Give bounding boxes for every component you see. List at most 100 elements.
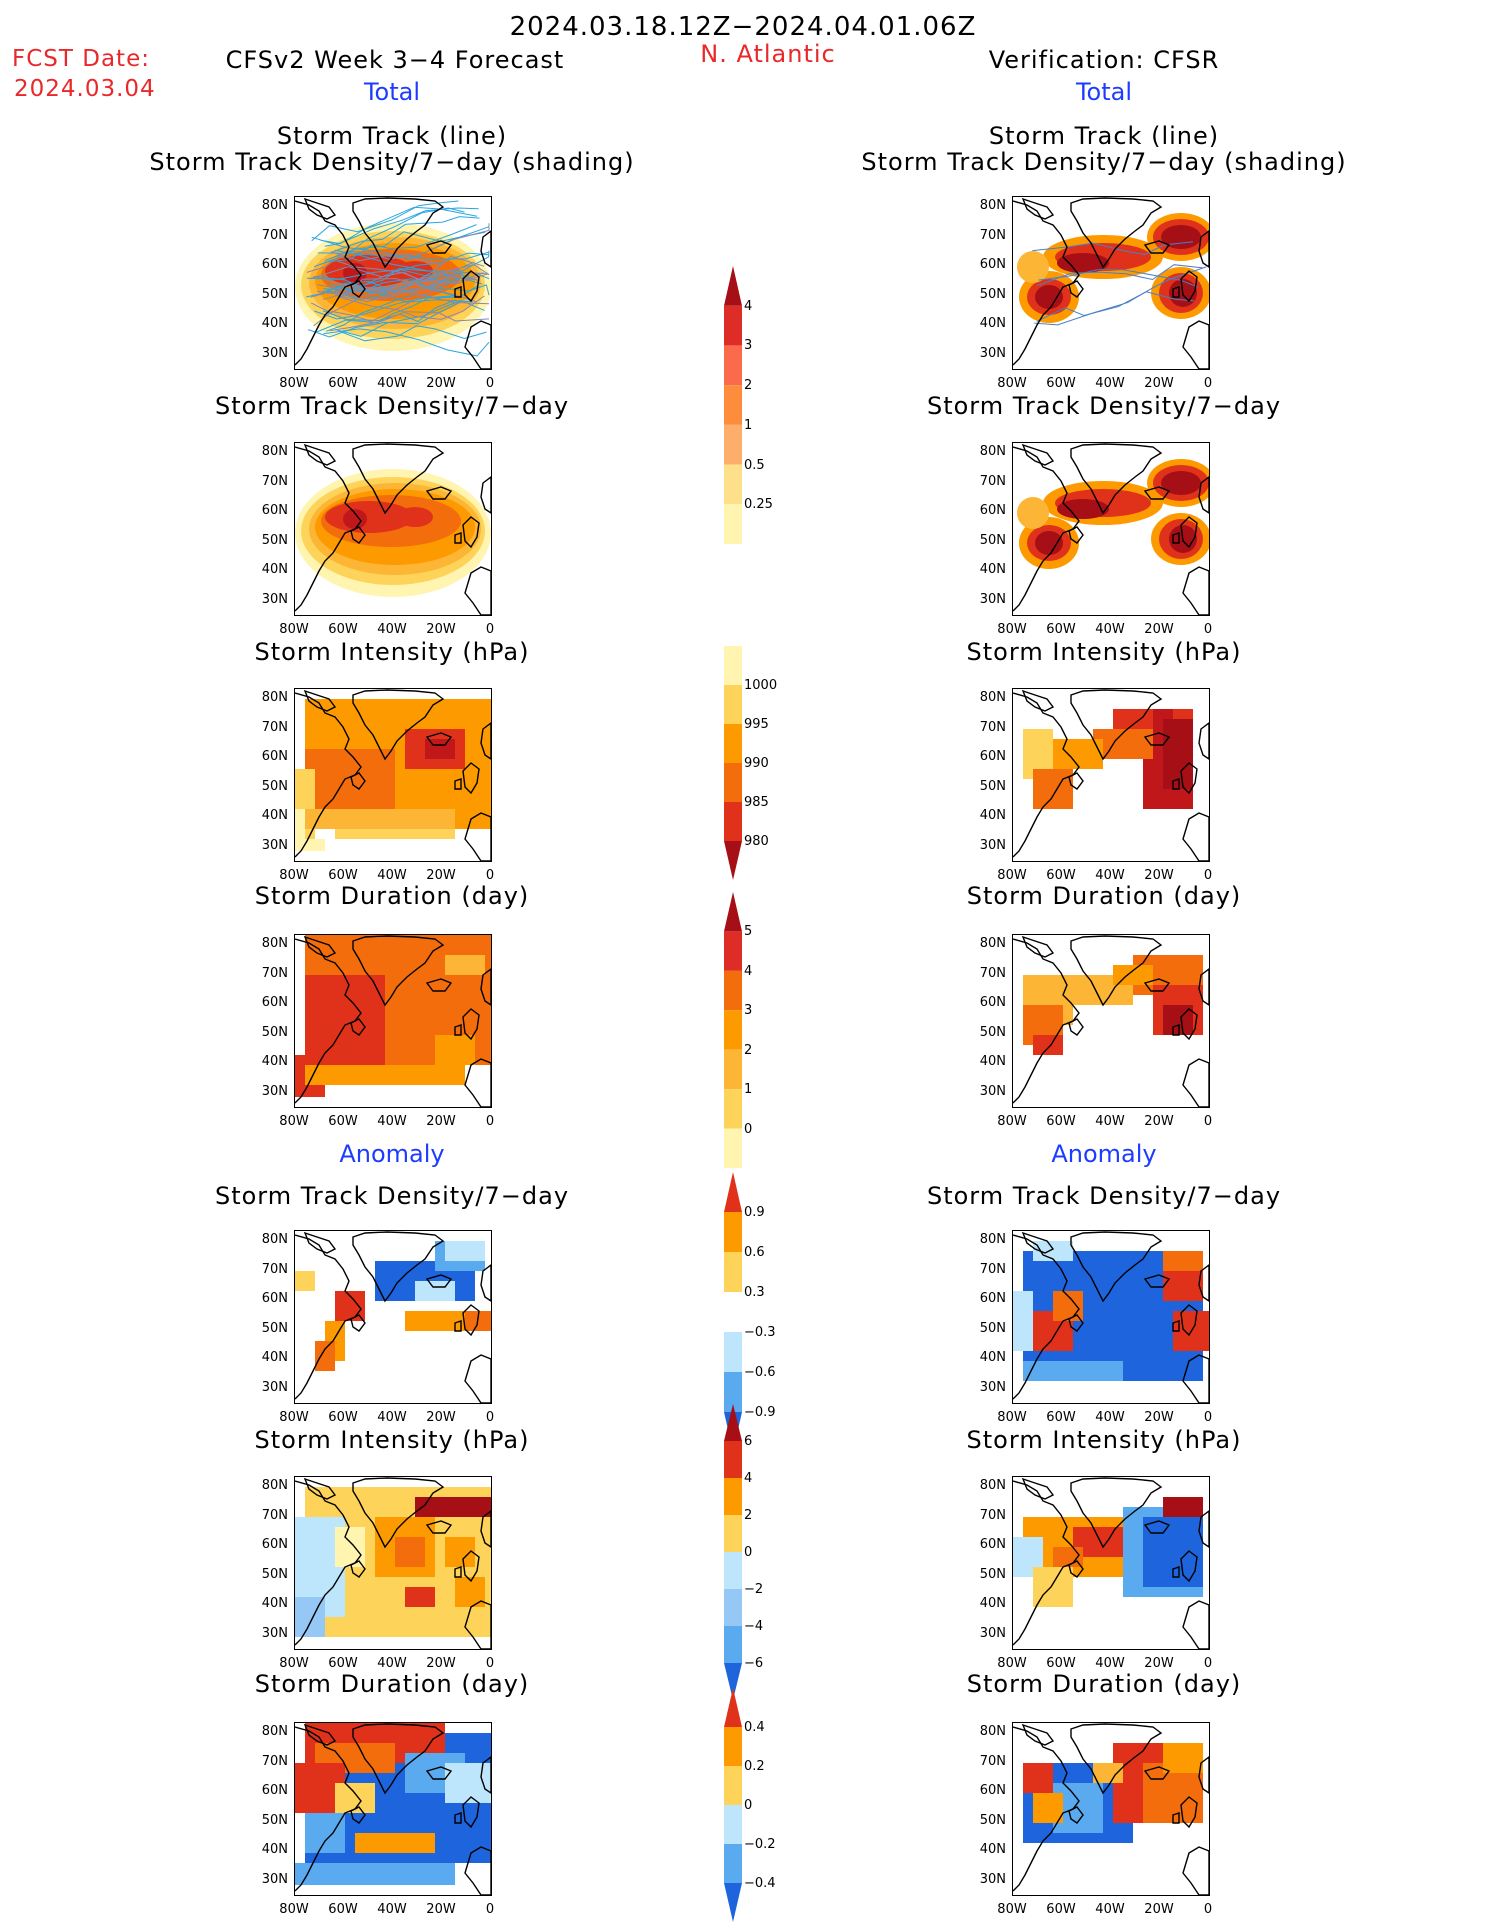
lat-tick-label: 50N [261, 778, 288, 794]
colorbar-label: 3 [744, 338, 753, 354]
lat-tick-label: 70N [979, 965, 1006, 981]
colorbar-segment [724, 1332, 742, 1372]
colorbar-label: −0.4 [744, 1876, 776, 1891]
map-panel [294, 1722, 492, 1896]
storm-track-line [313, 275, 456, 297]
lon-tick-label: 40W [377, 1902, 407, 1917]
colorbar-segment [724, 931, 742, 971]
lon-tick-label: 60W [1046, 1410, 1076, 1425]
storm-track-line [308, 300, 463, 338]
shade-block [455, 1577, 485, 1607]
lat-tick-label: 40N [979, 1350, 1006, 1365]
lon-tick-label: 20W [426, 1902, 456, 1917]
title-duration-right: Storm Duration (day) [966, 882, 1242, 910]
lon-tick-label: 20W [1144, 376, 1174, 391]
coastline [1172, 1796, 1198, 1829]
colorbar-label: 4 [744, 1471, 753, 1486]
shade-blob [343, 509, 367, 529]
colorbar-label: 5 [744, 924, 753, 940]
storm-track-line [313, 276, 476, 303]
map-canvas [1013, 1477, 1209, 1649]
shade-block [445, 1763, 491, 1803]
storm-track-line [311, 231, 486, 261]
coastline [425, 240, 453, 254]
title-intensity-left: Storm Intensity (hPa) [254, 638, 530, 666]
lat-tick-label: 70N [979, 1753, 1006, 1769]
shade-block [1163, 1743, 1203, 1773]
lat-tick-label: 50N [261, 1566, 288, 1582]
shade-block [395, 1537, 425, 1567]
colorbar-label: 0.2 [744, 1759, 765, 1774]
shade-block [1033, 1793, 1063, 1823]
colorbar-density_anom [724, 1172, 742, 1452]
shade-block [295, 1271, 315, 1291]
shade-blob [1035, 285, 1063, 309]
storm-track-line [1037, 264, 1203, 287]
lat-tick-label: 30N [261, 1379, 288, 1395]
lat-tick-label: 80N [979, 1724, 1006, 1739]
title-duration-anom-left: Storm Duration (day) [254, 1670, 530, 1698]
storm-track-line [337, 252, 490, 299]
coastline [1021, 1723, 1055, 1746]
coastline [350, 772, 366, 790]
lat-tick-label: 70N [979, 473, 1006, 489]
coastline [1182, 1846, 1209, 1895]
coastline [1021, 1231, 1055, 1254]
lon-tick-label: 60W [328, 868, 358, 883]
map-panel [1012, 442, 1210, 616]
colorbar-label: −0.3 [744, 1325, 776, 1340]
storm-track-line [316, 255, 485, 295]
coastline [1013, 1726, 1080, 1892]
lon-tick-label: 20W [426, 376, 456, 391]
date-range: 2024.03.18.12Z−2024.04.01.06Z [509, 12, 977, 42]
shade-block [305, 1813, 345, 1853]
coastline [464, 566, 491, 615]
lat-tick-label: 40N [979, 1054, 1006, 1069]
shade-block [445, 955, 485, 975]
lon-tick-label: 0 [485, 868, 495, 883]
lat-tick-label: 50N [979, 778, 1006, 794]
storm-track-line [316, 295, 457, 333]
map-panel [294, 196, 492, 370]
colorbar-label: 1000 [744, 678, 778, 693]
colorbar-intensity_anom [724, 1404, 742, 1700]
lon-tick-label: 40W [1095, 1902, 1125, 1917]
lat-tick-label: 60N [261, 1291, 288, 1306]
lat-tick-label: 80N [261, 1232, 288, 1247]
lat-tick-label: 30N [979, 591, 1006, 607]
coastline [454, 516, 480, 549]
lat-tick-label: 30N [261, 1625, 288, 1641]
lat-tick-label: 50N [979, 532, 1006, 548]
title-density-anom-right: Storm Track Density/7−day [926, 1182, 1282, 1210]
coastline [303, 1723, 337, 1746]
shade-blob [1017, 497, 1049, 529]
coastline [1070, 443, 1163, 515]
colorbar-segment [724, 685, 742, 724]
coastline [295, 1480, 362, 1646]
shade-blob [1161, 471, 1201, 495]
lat-tick-label: 30N [979, 837, 1006, 853]
coastline [480, 722, 491, 760]
lat-tick-label: 50N [979, 286, 1006, 302]
colorbar-segment [724, 724, 742, 763]
map-canvas [1013, 443, 1209, 615]
lat-tick-label: 70N [261, 965, 288, 981]
storm-track-line [331, 216, 480, 253]
lon-tick-label: 80W [279, 868, 309, 883]
lon-tick-label: 20W [426, 1114, 456, 1129]
lat-tick-label: 30N [261, 1083, 288, 1099]
coastline [295, 446, 362, 612]
coastline [1070, 1477, 1163, 1549]
storm-track-line [323, 328, 490, 357]
coastline [1068, 526, 1084, 544]
shade-block [1013, 1291, 1033, 1351]
coastline [1013, 446, 1080, 612]
shade-blob [343, 263, 367, 283]
shade-block [1163, 1251, 1203, 1271]
map-canvas [1013, 935, 1209, 1107]
shade-blob [1161, 225, 1201, 249]
shade-blob [1057, 253, 1109, 273]
lat-tick-label: 40N [979, 316, 1006, 331]
lat-tick-label: 60N [979, 995, 1006, 1010]
lat-tick-label: 60N [979, 1291, 1006, 1306]
